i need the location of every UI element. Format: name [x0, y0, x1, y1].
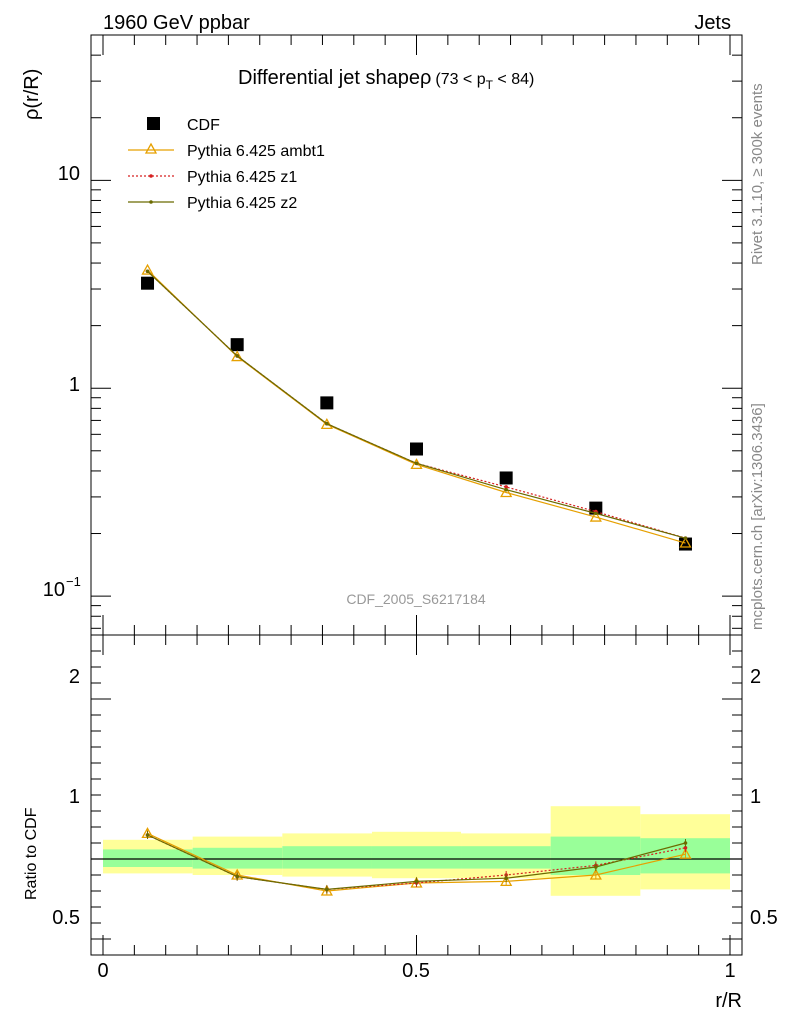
side-text-upper: Rivet 3.1.10, ≥ 300k events	[749, 83, 766, 265]
ratio-point-z2	[683, 841, 688, 845]
legend-marker-ambt1	[144, 142, 158, 154]
series-point-z2	[325, 421, 329, 426]
header-right: Jets	[694, 12, 731, 34]
x-tick-label-0.5: 0.5	[402, 960, 430, 982]
ratio-point-ambt1	[589, 868, 602, 880]
legend-marker-z2	[149, 200, 153, 204]
cdf-data-point	[410, 442, 423, 456]
legend: CDF Pythia 6.425 ambt1 Pythia 6.425 z1 P…	[128, 117, 325, 212]
ratio-point-z1	[683, 846, 688, 850]
cdf-data-point	[320, 396, 334, 410]
series-line-ambt1	[147, 269, 686, 544]
y-tick-label-0.1-exp: −1	[66, 574, 81, 589]
band-inner	[192, 847, 283, 869]
ratio-point-z2	[235, 874, 239, 879]
cdf-data-point	[589, 501, 603, 515]
ratio-point-z2	[594, 865, 598, 869]
ratio-y-tick-label-2-right: 2	[750, 666, 761, 688]
series-point-z1	[504, 485, 508, 489]
x-axis-label: r/R	[715, 990, 742, 1012]
series-point-z2	[504, 487, 508, 492]
series-point-z2	[594, 511, 598, 516]
ratio-point-z2	[145, 833, 150, 837]
ratio-plot-area	[141, 827, 692, 896]
series-line-z1	[147, 270, 686, 539]
band-inner	[371, 846, 462, 869]
series-point-z2	[145, 269, 150, 274]
ratio-y-tick-label-1: 1	[69, 786, 80, 808]
y-tick-label-10: 10	[58, 163, 80, 185]
series-point-ambt1	[589, 510, 602, 522]
series-point-ambt1	[500, 486, 513, 498]
ratio-y-tick-label-0.5-right: 0.5	[750, 907, 778, 929]
series-point-ambt1	[679, 536, 692, 548]
main-plot-area	[141, 263, 692, 551]
ratio-panel: 2 1 0.5 2 1 0.5 Ratio to CDF 0 0.5 1 r/R	[23, 634, 778, 1012]
series-point-z2	[683, 536, 688, 540]
ratio-y-tick-label-1-right: 1	[750, 786, 761, 808]
side-text-lower: mcplots.cern.ch [arXiv:1306.3436]	[749, 403, 766, 630]
analysis-watermark: CDF_2005_S6217184	[346, 591, 486, 607]
y-tick-label-0.1-base: 10	[43, 579, 65, 601]
ratio-point-z2	[325, 887, 329, 892]
cdf-data-point	[141, 276, 155, 290]
ratio-y-tick-labels-left: 2 1 0.5	[52, 666, 80, 929]
series-point-ambt1	[141, 263, 154, 275]
legend-label-z2: Pythia 6.425 z2	[187, 195, 297, 212]
ratio-y-tick-label-2: 2	[69, 666, 80, 688]
legend-label-ambt1: Pythia 6.425 ambt1	[187, 143, 325, 160]
ratio-point-z2	[414, 879, 419, 884]
header-left: 1960 GeV ppbar	[103, 12, 250, 34]
cdf-data-point	[230, 338, 244, 352]
legend-label-z1: Pythia 6.425 z1	[187, 169, 297, 186]
cdf-data-point	[499, 471, 513, 485]
ratio-frame	[90, 634, 743, 956]
series-line-z2	[147, 270, 686, 539]
ratio-point-ambt1	[500, 875, 513, 887]
x-tick-label-1: 1	[724, 960, 735, 982]
legend-marker-z1	[149, 174, 153, 178]
ratio-y-tick-labels-right: 2 1 0.5	[750, 666, 778, 929]
ratio-y-tick-label-0.5: 0.5	[52, 907, 80, 929]
legend-label-cdf: CDF	[187, 117, 220, 134]
main-axis-ticks	[91, 34, 742, 635]
ratio-point-ambt1	[679, 847, 692, 859]
band-inner	[103, 849, 193, 867]
main-y-tick-labels: 10 1 10 −1	[43, 163, 81, 601]
legend-marker-cdf	[147, 117, 160, 130]
band-inner	[282, 846, 372, 869]
series-point-z2	[235, 354, 239, 358]
ratio-point-ambt1	[320, 884, 333, 896]
main-y-axis-label: ρ(r/R)	[21, 69, 43, 120]
main-panel: 10 1 10 −1 ρ(r/R) Differential jet shape…	[21, 34, 743, 636]
y-tick-label-1: 1	[69, 374, 80, 396]
x-tick-label-0: 0	[97, 960, 108, 982]
ratio-y-axis-label: Ratio to CDF	[23, 807, 40, 900]
series-point-ambt1	[231, 350, 244, 362]
ratio-point-z2	[504, 876, 508, 880]
series-point-z2	[414, 461, 419, 466]
plot-title: Differential jet shapeρ (73 < pT < 84)	[238, 67, 534, 92]
band-inner	[461, 846, 551, 869]
ratio-axis-ticks	[91, 634, 742, 956]
x-tick-labels: 0 0.5 1	[97, 960, 735, 982]
series-point-ambt1	[320, 418, 333, 430]
